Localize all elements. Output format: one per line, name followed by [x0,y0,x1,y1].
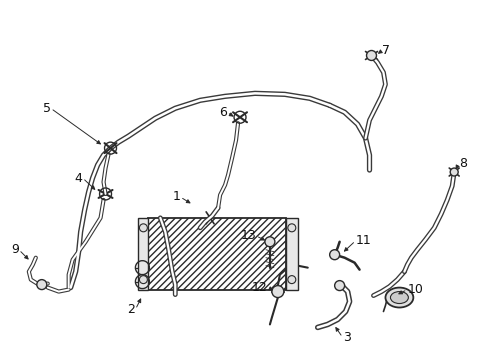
Text: 3: 3 [343,331,350,344]
Circle shape [288,224,296,232]
Ellipse shape [391,292,408,303]
Circle shape [330,250,340,260]
Circle shape [140,276,147,284]
Text: 8: 8 [459,157,467,170]
Circle shape [450,168,458,176]
Bar [286,218,298,289]
Circle shape [37,280,47,289]
Ellipse shape [386,288,414,307]
Text: 10: 10 [407,283,423,296]
Circle shape [367,50,376,60]
Text: 6: 6 [219,106,227,119]
Text: 2: 2 [127,303,135,316]
Text: 13: 13 [240,229,256,242]
Circle shape [288,276,296,284]
Text: 9: 9 [11,243,19,256]
Bar [138,218,148,289]
Text: 12: 12 [252,281,268,294]
Circle shape [265,237,275,247]
Circle shape [335,280,344,291]
Text: 4: 4 [75,171,83,185]
Circle shape [272,285,284,298]
Text: 1: 1 [172,190,180,203]
Text: 11: 11 [356,234,371,247]
Text: 7: 7 [383,44,391,57]
Circle shape [140,224,147,232]
Text: 5: 5 [43,102,51,115]
Bar [148,218,286,289]
